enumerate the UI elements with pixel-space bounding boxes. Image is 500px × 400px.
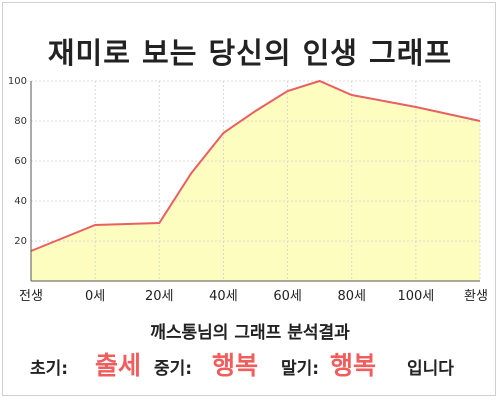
y-tick-label: 100 [8, 76, 27, 87]
early-value: 출세 [95, 351, 142, 380]
y-tick-label: 80 [14, 116, 27, 127]
x-tick-label: 전생 [19, 289, 43, 304]
chart-title: 재미로 보는 당신의 인생 그래프 [47, 36, 453, 70]
x-tick-label: 80세 [337, 289, 366, 304]
late-label: 말기: [281, 359, 320, 379]
grid-overlay [31, 80, 481, 281]
x-tick-label: 60세 [273, 289, 302, 304]
y-tick-labels: 20 40 60 80 100 [8, 76, 27, 247]
series-area [31, 81, 480, 281]
ending-text: 입니다 [407, 359, 454, 379]
series-line [30, 79, 481, 252]
x-tick-label: 40세 [209, 289, 238, 304]
y-tick-label: 40 [14, 196, 27, 207]
analysis-result: 초기: 출세 중기: 행복 말기: 행복 입니다 [0, 346, 500, 382]
x-tick-label: 20세 [145, 289, 174, 304]
analysis-heading: 깨스통님의 그래프 분석결과 [150, 323, 350, 343]
early-label: 초기: [30, 359, 69, 379]
y-tick-label: 60 [14, 156, 27, 167]
x-tick-label: 100세 [397, 289, 434, 304]
x-tick-label: 환생 [464, 289, 488, 304]
mid-label: 중기: [154, 359, 193, 379]
x-tick-labels: 전생 0세 20세 40세 60세 80세 100세 환생 [19, 289, 488, 304]
mid-value: 행복 [212, 351, 259, 380]
late-value: 행복 [330, 351, 377, 380]
x-tick-label: 0세 [85, 289, 105, 304]
axes [30, 81, 480, 282]
y-tick-label: 20 [14, 236, 27, 247]
